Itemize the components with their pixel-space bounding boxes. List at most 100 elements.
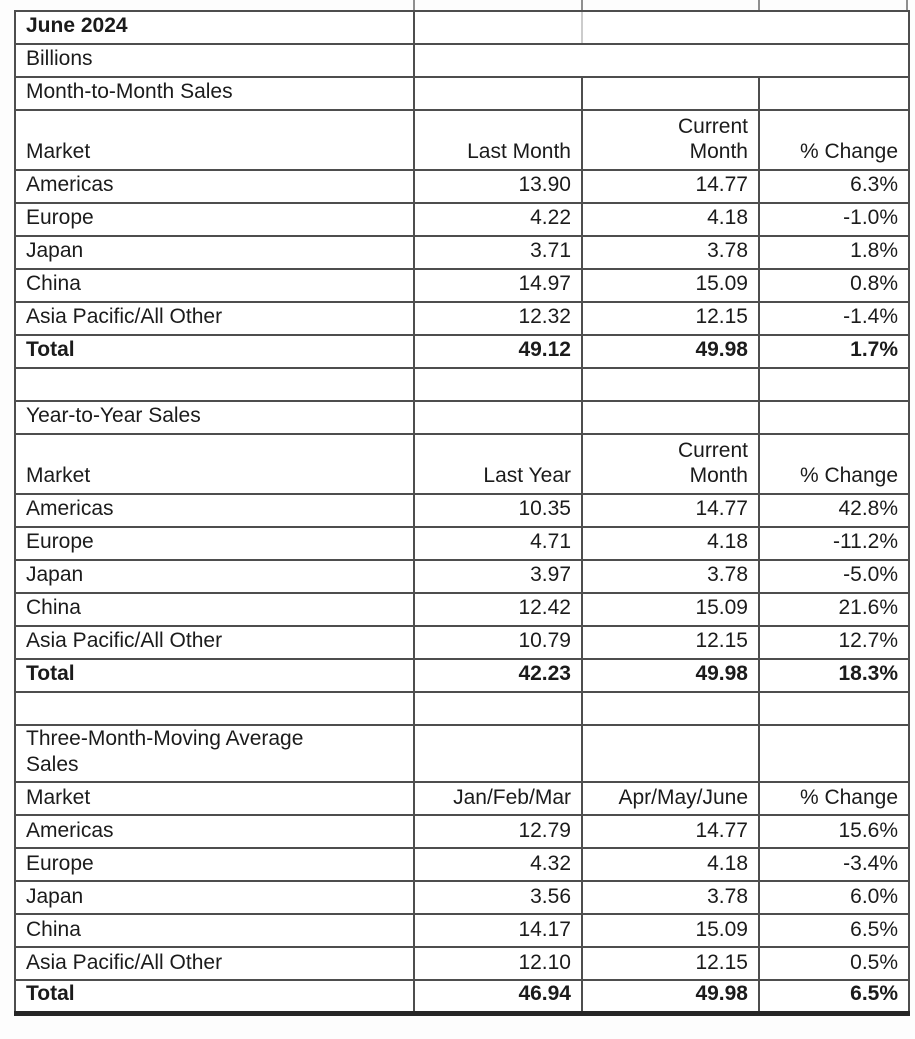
table-row: Billions (14, 43, 911, 78)
pct-cell: 0.5% (757, 946, 911, 982)
pct-cell: 1.8% (757, 235, 911, 270)
empty-cell (581, 691, 760, 726)
market-cell: China (14, 913, 415, 949)
value-cell: 3.78 (581, 559, 760, 594)
market-cell: Japan (14, 559, 415, 594)
empty-cell (413, 723, 583, 784)
table-row: June 2024 (14, 10, 911, 45)
value-cell: 4.18 (581, 847, 760, 883)
pct-cell: -3.4% (757, 847, 911, 883)
value-cell: 12.42 (413, 592, 583, 627)
table-row: Asia Pacific/All Other 12.32 12.15 -1.4% (14, 301, 911, 336)
value-cell: 12.15 (581, 946, 760, 982)
value-cell: 3.56 (413, 880, 583, 916)
value-cell: 14.97 (413, 268, 583, 303)
value-cell: 15.09 (581, 913, 760, 949)
value-cell: 12.32 (413, 301, 583, 336)
table-row: China 14.17 15.09 6.5% (14, 913, 911, 949)
section-title-year-to-year: Year-to-Year Sales (14, 400, 415, 435)
total-pct: 6.5% (757, 979, 911, 1016)
value-cell: 10.79 (413, 625, 583, 660)
pct-cell: 6.0% (757, 880, 911, 916)
pct-cell: 6.5% (757, 913, 911, 949)
market-cell: Americas (14, 493, 415, 528)
pct-cell: -5.0% (757, 559, 911, 594)
empty-cell (14, 691, 415, 726)
units-label: Billions (14, 43, 415, 78)
market-cell: Europe (14, 847, 415, 883)
pct-cell: 42.8% (757, 493, 911, 528)
section-title-row: Month-to-Month Sales (14, 76, 911, 111)
spacer-row (14, 367, 911, 402)
empty-cell (413, 367, 583, 402)
total-label: Total (14, 658, 415, 693)
empty-cell (413, 400, 583, 435)
section-title-month-to-month: Month-to-Month Sales (14, 76, 415, 111)
value-cell: 3.71 (413, 235, 583, 270)
sales-report-table: June 2024 Billions Month-to-Month Sales … (14, 10, 911, 1016)
total-label: Total (14, 979, 415, 1016)
col-header-current-month: Current Month (581, 109, 760, 171)
table-row: Japan 3.56 3.78 6.0% (14, 880, 911, 916)
table-row: Americas 12.79 14.77 15.6% (14, 814, 911, 850)
empty-cell (581, 367, 760, 402)
gridline-tick (581, 0, 583, 11)
table-row: Americas 13.90 14.77 6.3% (14, 169, 911, 204)
value-cell: 14.17 (413, 913, 583, 949)
market-cell: Europe (14, 526, 415, 561)
total-value: 42.23 (413, 658, 583, 693)
section-title-row: Three-Month-Moving Average Sales (14, 723, 911, 784)
market-cell: Asia Pacific/All Other (14, 301, 415, 336)
market-cell: China (14, 268, 415, 303)
total-value: 49.12 (413, 334, 583, 369)
empty-cell (412, 43, 911, 78)
value-cell: 15.09 (581, 592, 760, 627)
table-row: China 14.97 15.09 0.8% (14, 268, 911, 303)
col-header-market: Market (14, 109, 415, 171)
empty-cell (757, 367, 911, 402)
table-row: Europe 4.22 4.18 -1.0% (14, 202, 911, 237)
empty-cell (581, 76, 760, 111)
col-header-current-month: Current Month (581, 433, 760, 495)
column-header-row: Market Jan/Feb/Mar Apr/May/June % Change (14, 781, 911, 817)
pct-cell: 0.8% (757, 268, 911, 303)
value-cell: 13.90 (413, 169, 583, 204)
market-cell: Japan (14, 235, 415, 270)
value-cell: 4.18 (581, 202, 760, 237)
total-value: 49.98 (581, 658, 760, 693)
empty-cell (757, 691, 911, 726)
value-cell: 12.15 (581, 625, 760, 660)
column-header-row: Market Last Month Current Month % Change (14, 109, 911, 171)
market-cell: Asia Pacific/All Other (14, 625, 415, 660)
pct-cell: -11.2% (757, 526, 911, 561)
value-cell: 14.77 (581, 493, 760, 528)
empty-cell (581, 723, 760, 784)
value-cell: 12.15 (581, 301, 760, 336)
total-value: 49.98 (581, 979, 760, 1016)
spacer-row (14, 691, 911, 726)
col-header-pct-change: % Change (757, 433, 911, 495)
total-pct: 18.3% (757, 658, 911, 693)
market-cell: China (14, 592, 415, 627)
pct-cell: 6.3% (757, 169, 911, 204)
value-cell: 3.78 (581, 880, 760, 916)
pct-cell: 21.6% (757, 592, 911, 627)
table-row: Europe 4.32 4.18 -3.4% (14, 847, 911, 883)
total-row: Total 42.23 49.98 18.3% (14, 658, 911, 693)
empty-cell (757, 723, 911, 784)
empty-cell (413, 691, 583, 726)
market-cell: Japan (14, 880, 415, 916)
market-cell: Asia Pacific/All Other (14, 946, 415, 982)
gridline-tick (413, 0, 415, 11)
total-row: Total 46.94 49.98 6.5% (14, 979, 911, 1016)
market-cell: Americas (14, 169, 415, 204)
section-title-three-month-moving-average: Three-Month-Moving Average Sales (14, 723, 415, 784)
value-cell: 4.71 (413, 526, 583, 561)
total-value: 49.98 (581, 334, 760, 369)
value-cell: 4.22 (413, 202, 583, 237)
market-cell: Europe (14, 202, 415, 237)
pct-cell: -1.0% (757, 202, 911, 237)
value-cell: 15.09 (581, 268, 760, 303)
pct-cell: 15.6% (757, 814, 911, 850)
